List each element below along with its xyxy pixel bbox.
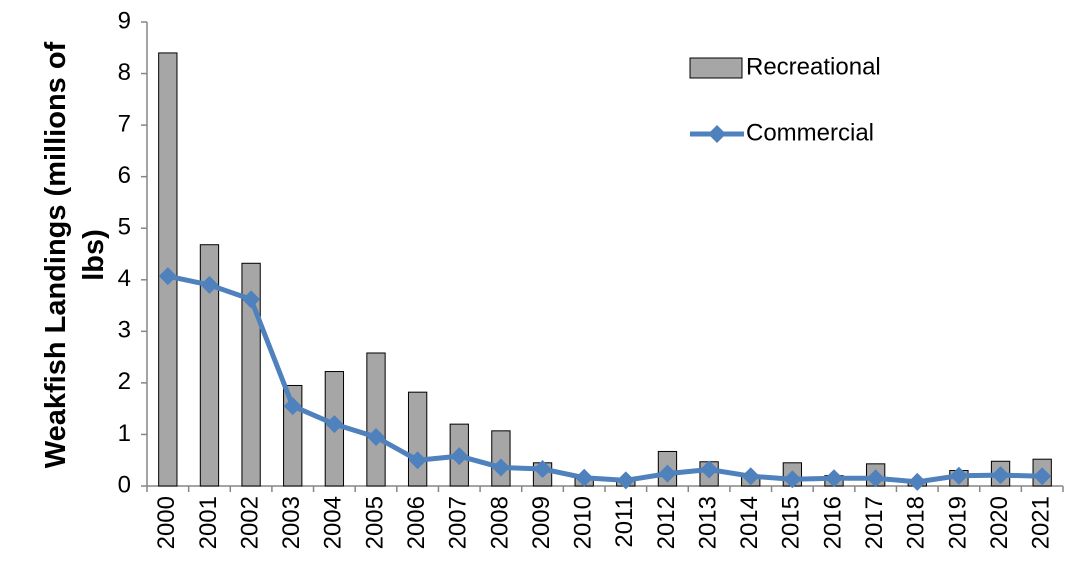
bar — [366, 352, 386, 487]
y-tick-label: 8 — [118, 59, 131, 86]
marker — [1033, 467, 1052, 486]
legend-label: Commercial — [746, 119, 874, 146]
x-tick-label: 2004 — [320, 496, 347, 549]
marker — [616, 471, 635, 490]
y-tick-label: 6 — [118, 162, 131, 189]
x-tick-label: 2017 — [861, 496, 888, 549]
x-tick-label: 2018 — [903, 496, 930, 549]
bar — [491, 430, 511, 487]
marker — [408, 451, 427, 470]
x-tick-label: 2013 — [694, 496, 721, 549]
marker — [866, 469, 885, 488]
marker — [283, 397, 302, 416]
marker — [908, 472, 927, 491]
marker — [658, 464, 677, 483]
y-tick-label: 2 — [118, 368, 131, 395]
x-tick-label: 2016 — [819, 496, 846, 549]
x-tick-label: 2012 — [653, 496, 680, 549]
x-tick-label: 2006 — [403, 496, 430, 549]
y-tick-label: 7 — [118, 110, 131, 137]
legend-swatch — [689, 57, 743, 79]
bar — [407, 391, 428, 487]
marker — [783, 470, 802, 489]
bar — [199, 244, 220, 487]
y-tick-label: 1 — [118, 420, 131, 447]
y-tick-label: 5 — [118, 214, 131, 241]
x-tick-label: 2014 — [736, 496, 763, 549]
legend-marker — [708, 125, 726, 143]
line — [167, 273, 1043, 485]
marker — [825, 469, 843, 488]
x-tick-label: 2009 — [528, 496, 555, 549]
x-tick-label: 2011 — [611, 496, 638, 548]
marker — [491, 458, 510, 477]
x-tick-label: 2005 — [361, 496, 388, 549]
legend-label: Recreational — [746, 53, 881, 80]
marker — [158, 267, 177, 286]
marker — [533, 459, 552, 478]
x-tick-label: 2020 — [986, 496, 1013, 549]
marker — [949, 466, 968, 485]
marker — [991, 466, 1010, 485]
marker — [325, 415, 344, 434]
y-tick-label: 3 — [118, 317, 131, 344]
x-tick-label: 2010 — [570, 496, 597, 549]
x-tick-label: 2003 — [278, 496, 305, 549]
marker — [450, 447, 469, 466]
bar — [241, 262, 261, 487]
marker — [575, 468, 594, 487]
x-tick-label: 2001 — [195, 496, 222, 549]
y-tick-label: 9 — [118, 7, 131, 34]
y-tick-label: 4 — [118, 265, 131, 292]
x-tick-label: 2021 — [1028, 496, 1055, 549]
marker — [200, 275, 219, 294]
x-tick-label: 2008 — [486, 496, 513, 549]
x-tick-label: 2019 — [944, 496, 971, 549]
marker — [741, 467, 760, 486]
x-tick-label: 2015 — [778, 496, 805, 549]
y-tick-label: 0 — [118, 471, 131, 498]
marker — [242, 290, 261, 309]
x-tick-label: 2002 — [236, 496, 263, 549]
marker — [367, 428, 385, 447]
y-axis-label: Weakfish Landings (millions of lbs) — [40, 41, 110, 469]
x-tick-label: 2000 — [153, 496, 180, 549]
marker — [700, 460, 719, 479]
x-tick-label: 2007 — [445, 496, 472, 549]
